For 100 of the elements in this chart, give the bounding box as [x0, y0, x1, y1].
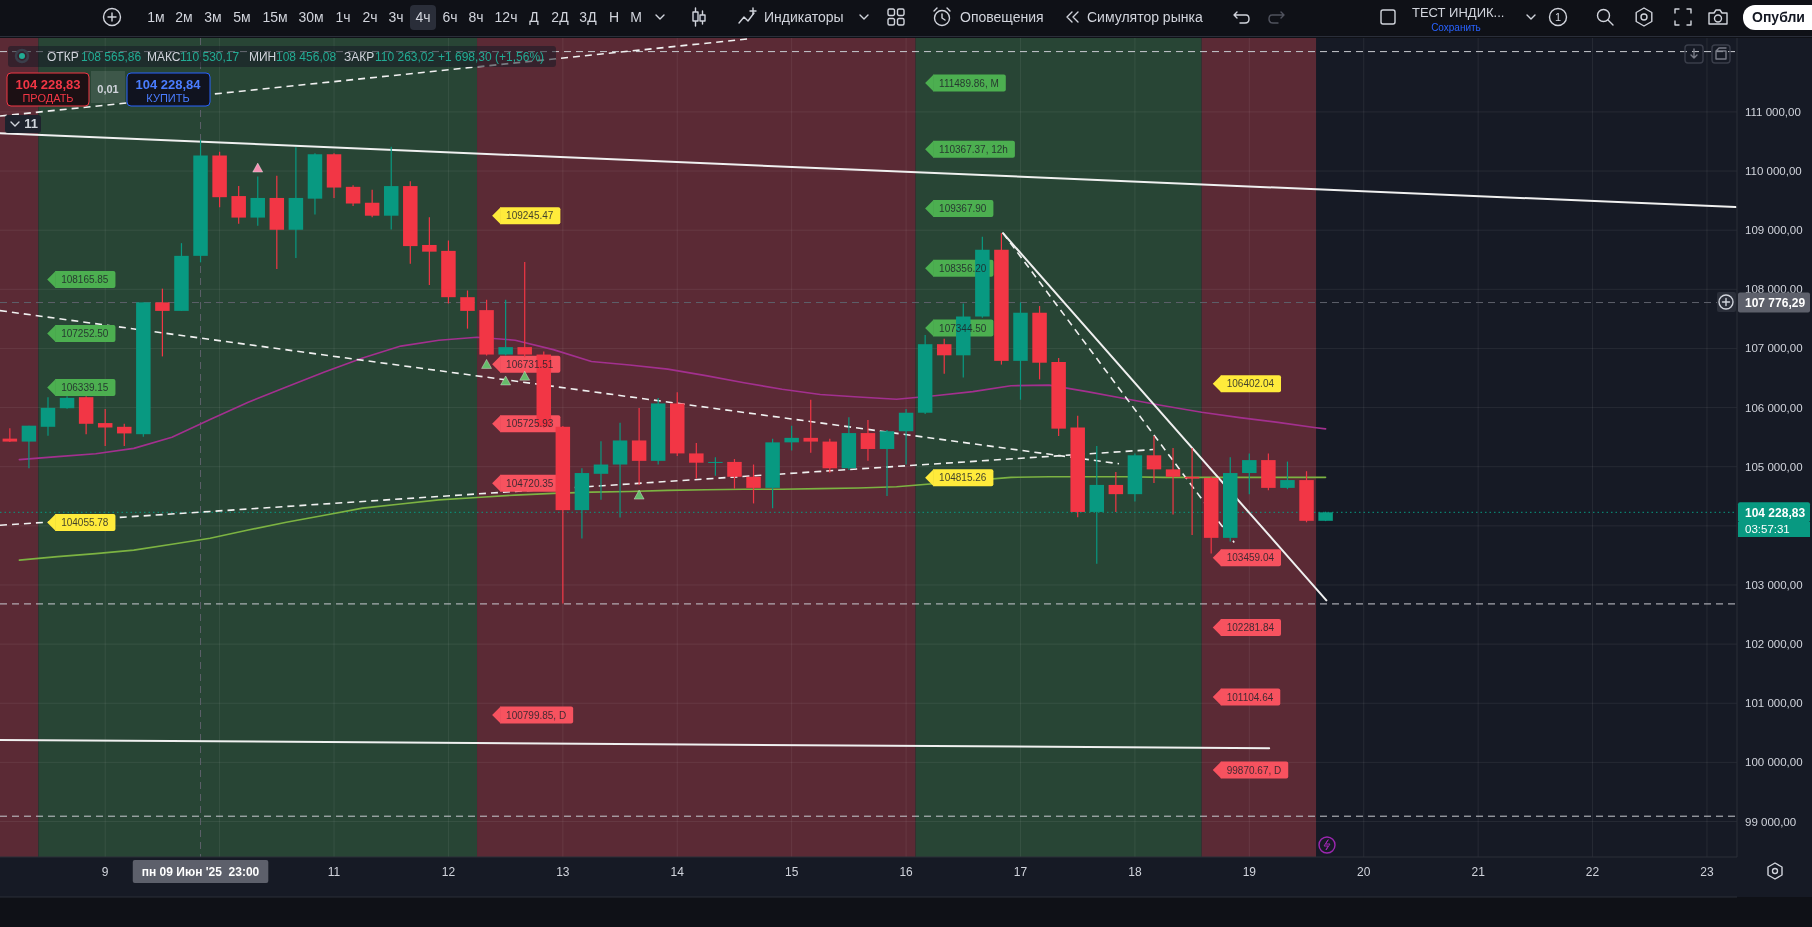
text: 8ч [468, 9, 484, 25]
candlestick [860, 419, 876, 462]
data-label: 100799.85, D [506, 709, 567, 721]
text: 1 [1554, 11, 1562, 23]
data-label: 111489.86, M [939, 77, 999, 89]
y-tick-label: 105 000,00 [1745, 460, 1803, 473]
y-tick-label: 101 000,00 [1745, 697, 1803, 710]
x-tick-label: 14 [670, 865, 685, 879]
text: 5м [233, 9, 251, 25]
data-label: 105725.93 [506, 418, 554, 430]
point [500, 375, 511, 386]
y-tick-label: 100 000,00 [1745, 756, 1803, 769]
annotation: МИН [249, 50, 277, 64]
candlestick [784, 425, 799, 452]
candlestick [689, 442, 704, 480]
text: Оповещения [960, 9, 1044, 25]
y-tick-label: 110 000,00 [1745, 165, 1802, 178]
candlestick [1108, 471, 1124, 513]
text: 1ч [335, 9, 351, 25]
annotation: +1 698,30 (+1,56%) [438, 50, 545, 64]
annotation: ЗАКР [344, 50, 375, 64]
annotation: 0,01 [97, 83, 119, 95]
annotation: 110 263,02 [375, 50, 435, 64]
text: Индикаторы [764, 9, 844, 25]
candlestick [155, 288, 170, 358]
text: ТЕСТ ИНДИК... [1412, 5, 1505, 20]
candlestick [879, 429, 895, 497]
text: 12ч [494, 9, 518, 25]
candlestick [803, 399, 818, 454]
candlestick [250, 175, 265, 227]
candlestick [498, 299, 513, 357]
x-tick-label: 19 [1242, 865, 1257, 879]
candlestick [746, 463, 761, 505]
x-tick-label: 18 [1128, 865, 1142, 879]
data-label: 99870.67, D [1226, 764, 1282, 776]
candlestick [1146, 435, 1162, 484]
data-label: 106402.04 [1226, 378, 1275, 390]
y-tick-label: 103 000,00 [1745, 578, 1803, 591]
data-label: 104055.78 [61, 517, 109, 529]
y-tick-label: 109 000,00 [1745, 224, 1803, 237]
ref-line-label: 107 776,29 [1745, 296, 1806, 311]
text: 3ч [388, 9, 404, 25]
y-tick-label: 99 000,00 [1745, 815, 1797, 828]
text: 6ч [442, 9, 458, 25]
candlestick [422, 216, 437, 286]
line-series [18, 336, 1327, 461]
text: 15м [262, 9, 288, 25]
candlestick [1165, 447, 1181, 516]
x-tick-label: 21 [1471, 865, 1486, 879]
data-label: 109367.90 [939, 203, 987, 215]
text: 03:57:31 [1745, 523, 1790, 535]
data-label: 106731.51 [506, 358, 554, 370]
text: М [630, 9, 642, 25]
candlestick [517, 261, 532, 358]
candlestick [1242, 452, 1257, 495]
x-tick-label: 15 [784, 865, 799, 879]
candlestick [40, 396, 56, 437]
candlestick [593, 440, 609, 501]
data-label: 108165.85 [61, 274, 109, 286]
candlestick [117, 423, 132, 447]
ref-line-label: 104 228,83 [1745, 505, 1806, 520]
candlestick [231, 185, 246, 225]
annotation: ПРОДАТЬ [22, 92, 74, 104]
x-tick-label: 16 [899, 865, 914, 879]
x-tick-label: 17 [1013, 865, 1028, 879]
data-label: 104815.26 [939, 472, 987, 484]
annotation: 108 565,86 [81, 50, 142, 64]
y-tick-label: 106 000,00 [1745, 401, 1803, 414]
candlestick [1184, 447, 1200, 536]
candlestick [708, 456, 723, 477]
candlestick [460, 289, 475, 330]
annotation: МАКС [147, 50, 181, 64]
text: 2ч [362, 9, 378, 25]
annotation: 110 530,17 [180, 50, 240, 64]
candlestick [631, 407, 647, 486]
annotation: 104 228,84 [135, 77, 202, 92]
data-label: 102281.84 [1226, 622, 1275, 634]
x-tick-label: 11 [327, 865, 341, 879]
annotation: 108 456,08 [276, 50, 337, 64]
y-tick-label: 107 000,00 [1745, 342, 1803, 355]
text: Н [608, 9, 620, 25]
x-tick-label: 22 [1585, 865, 1600, 879]
candlestick [2, 427, 18, 443]
y-tick-label: 111 000,00 [1745, 105, 1801, 118]
text: 2м [175, 9, 193, 25]
text: Д [529, 9, 540, 25]
text: Симулятор рынка [1087, 9, 1203, 25]
data-label: 109245.47 [506, 210, 554, 222]
candlestick [364, 189, 380, 218]
data-label: 101104.64 [1226, 691, 1274, 703]
candlestick [21, 425, 37, 469]
text: 2Д [551, 9, 570, 25]
x-tick-label: 12 [441, 865, 456, 879]
y-tick-label: 108 000,00 [1745, 283, 1803, 296]
data-label: 104720.35 [506, 477, 554, 489]
point [481, 359, 492, 369]
point [633, 489, 645, 500]
x-tick-label: 9 [101, 865, 109, 879]
x-tick-label: 13 [556, 865, 570, 879]
text: Опубли [1752, 9, 1805, 25]
